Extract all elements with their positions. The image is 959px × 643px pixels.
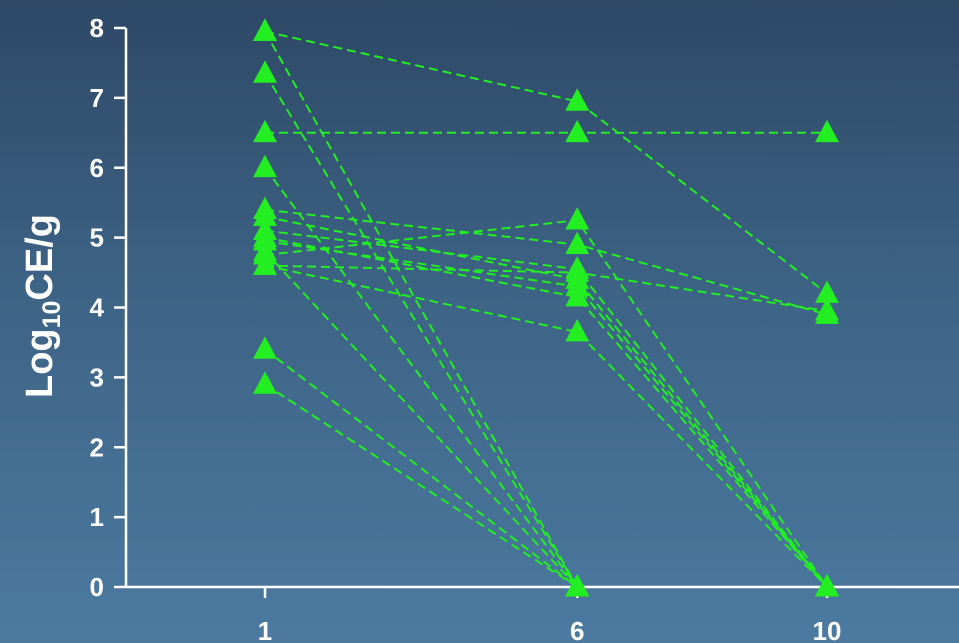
series-line [264, 264, 828, 588]
series-line [264, 219, 828, 588]
x-tick-label: 1 [258, 616, 272, 643]
data-point-triangle [253, 224, 277, 247]
y-tick-label: 3 [90, 362, 104, 392]
data-point-triangle [253, 252, 277, 275]
series-line [264, 383, 578, 588]
y-ticks: 0 1 2 3 4 5 6 7 8 [90, 13, 126, 602]
data-markers [253, 18, 839, 597]
data-point-triangle [253, 154, 277, 178]
y-axis-title: Log10CE/g [19, 214, 66, 398]
series-line [264, 167, 579, 588]
data-point-triangle [565, 574, 590, 597]
data-point-triangle [565, 284, 590, 307]
data-point-triangle [815, 280, 839, 303]
data-point-triangle [565, 318, 590, 342]
data-point-triangle [565, 207, 590, 230]
series-line [264, 215, 828, 588]
y-tick-label: 1 [90, 502, 104, 532]
y-tick-label: 4 [90, 293, 105, 323]
series-line [264, 236, 828, 588]
data-point-triangle [815, 574, 839, 597]
series-lines [264, 30, 828, 588]
series-line [264, 31, 579, 588]
y-tick-label: 2 [90, 432, 104, 462]
y-axis-title-pre: Log [19, 328, 61, 398]
series-line [264, 250, 578, 588]
y-tick-label: 5 [90, 223, 104, 253]
data-point-triangle [253, 203, 277, 227]
data-point-triangle [253, 336, 277, 359]
y-tick-label: 8 [90, 13, 104, 43]
x-tick-label: 6 [570, 616, 584, 643]
data-point-triangle [253, 60, 277, 83]
data-point-triangle [565, 119, 590, 143]
data-point-triangle [815, 119, 839, 143]
y-axis-title-sub: 10 [38, 301, 66, 329]
series-line [264, 348, 578, 588]
data-point-triangle [815, 297, 839, 321]
data-point-triangle [565, 88, 590, 111]
series-line [264, 30, 828, 295]
y-tick-label: 6 [90, 153, 104, 183]
data-point-triangle [253, 18, 277, 41]
data-point-triangle [565, 231, 590, 254]
series-line [264, 72, 579, 588]
y-tick-label: 0 [90, 572, 104, 602]
y-axis-title-post: CE/g [19, 214, 61, 301]
x-tick-label: 10 [813, 616, 842, 643]
data-point-triangle [253, 119, 277, 143]
y-tick-label: 7 [90, 83, 104, 113]
x-ticks: 1 6 10 [258, 587, 842, 643]
data-point-triangle [253, 371, 277, 394]
